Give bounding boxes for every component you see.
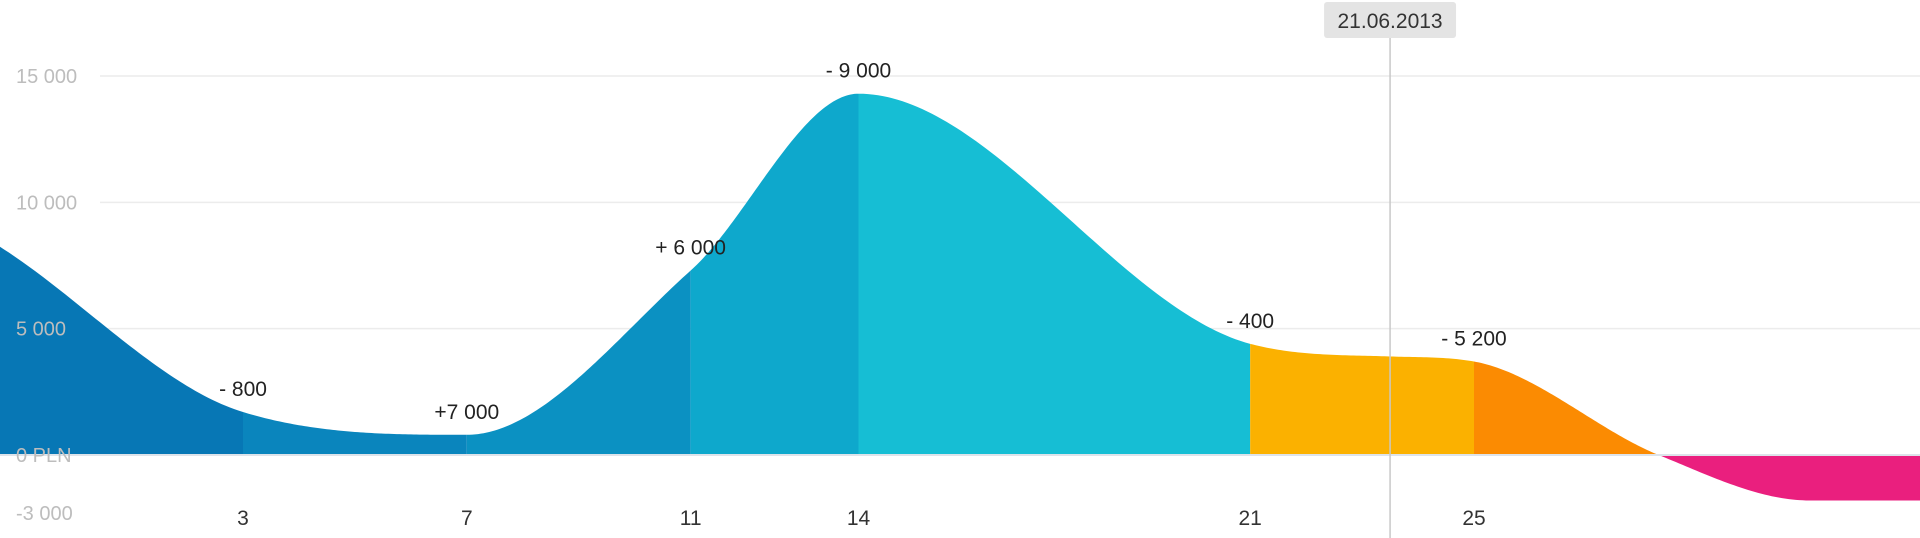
x-tick-label: 21 — [1239, 507, 1262, 530]
area-segment — [243, 412, 467, 455]
area-segment — [1250, 343, 1474, 455]
current-date-badge — [1324, 2, 1457, 38]
data-label: - 5 200 — [1441, 328, 1506, 351]
area-segment — [690, 93, 859, 455]
area-segment — [1474, 361, 1659, 455]
data-label: - 800 — [219, 378, 267, 401]
data-label: - 400 — [1226, 310, 1274, 333]
x-tick-label: 25 — [1462, 507, 1485, 530]
current-date-label: 21.06.2013 — [1338, 10, 1443, 33]
marker-layer: 21.06.2013 — [1324, 2, 1457, 538]
y-tick-label: 10 000 — [16, 192, 77, 214]
y-tick-label: 5 000 — [16, 319, 66, 341]
x-tick-label: 14 — [847, 507, 871, 530]
y-tick-label: -3 000 — [16, 503, 73, 525]
area-segment — [858, 93, 1251, 455]
data-label: + 6 000 — [655, 237, 726, 260]
y-tick-label: 0 PLN — [16, 445, 72, 467]
area-layer — [0, 93, 1920, 501]
axis-layer: 15 000 10 000 5 000 0 PLN -3 000 3 7 11 14 21 25 — [16, 66, 1486, 530]
area-segment — [0, 246, 243, 455]
area-segment — [1658, 455, 1920, 501]
x-tick-label: 11 — [680, 507, 702, 530]
area-segment — [466, 270, 691, 455]
x-tick-label: 3 — [237, 507, 249, 530]
data-label: - 9 000 — [826, 60, 891, 83]
y-tick-label: 15 000 — [16, 66, 77, 88]
data-label: +7 000 — [434, 401, 499, 424]
label-layer: - 800 +7 000 + 6 000 - 9 000 - 400 - 5 200 — [219, 60, 1507, 424]
x-tick-label: 7 — [461, 507, 473, 530]
